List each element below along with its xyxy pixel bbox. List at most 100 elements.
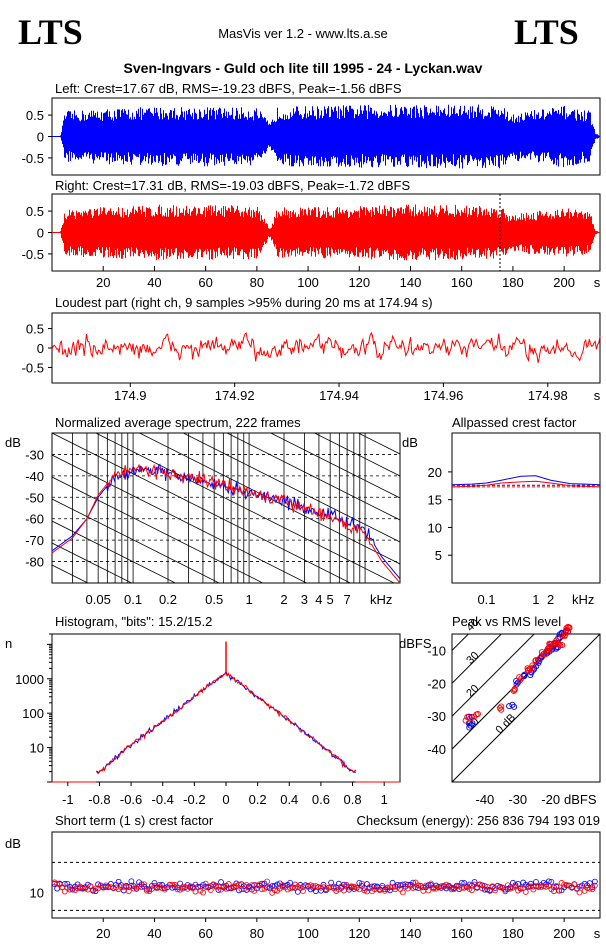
stcrest-point-right (230, 883, 237, 890)
stcrest-point-right (348, 883, 355, 890)
left-ytick-label: -0.5 (22, 151, 44, 166)
stcrest-point-left (479, 882, 486, 889)
peakrms-point-right (467, 715, 474, 722)
peakrms-point-right (464, 714, 471, 721)
stcrest-point-right (497, 884, 504, 891)
crest-xtick-label: 2 (547, 592, 554, 607)
right-ytick-label: 0.5 (26, 204, 44, 219)
histogram-xtick-label: -0.2 (183, 792, 205, 807)
peakrms-point-right (564, 623, 571, 630)
peakrms-diagonals (452, 634, 600, 782)
histogram-series-left (96, 670, 357, 775)
spectrum-slope (138, 433, 400, 565)
stcrest-point-right (586, 885, 593, 892)
spectrum-slope (269, 433, 400, 499)
stcrest-point-right (207, 887, 214, 893)
peakrms-ytick-label: -10 (427, 643, 446, 658)
histogram-series-right (95, 672, 357, 774)
right-xtick-label: 80 (250, 275, 264, 290)
stcrest-point-right (563, 882, 570, 888)
peakrms-point-left (521, 671, 528, 678)
stcrest-point-right (338, 883, 345, 890)
stcrest-point-right (525, 884, 532, 891)
crest-xtick-label: 0.1 (477, 592, 495, 607)
stcrest-point-right (61, 888, 68, 895)
peakrms-point-right (563, 625, 570, 632)
peakrms-xtick-label: -20 (541, 792, 560, 807)
spectrum-slope (52, 542, 133, 583)
peakrms-point-left (513, 677, 520, 684)
spectrum-slope (52, 498, 220, 583)
spectrum-slope (52, 476, 264, 583)
crest-ytick-label: 20 (428, 465, 442, 480)
histogram-xtick-label: -0.6 (120, 792, 142, 807)
histogram-xtick-label: 0.4 (280, 792, 298, 807)
stcrest-point-right (169, 881, 176, 888)
spectrum-title: Normalized average spectrum, 222 frames (55, 415, 301, 430)
spectrum-ytick-label: -60 (25, 512, 44, 527)
histogram-xtick-label: -1 (62, 792, 74, 807)
loudest-xtick-unit: s (594, 388, 601, 403)
peakrms-point-right (526, 665, 534, 672)
peakrms-point-right (518, 675, 525, 682)
histogram-ytick-label: 100 (22, 706, 44, 721)
stcrest-point-right (212, 883, 219, 890)
peakrms-point-right (532, 657, 539, 664)
loudest-ytick-label: 0.5 (26, 322, 44, 337)
peakrms-point-right (559, 632, 566, 639)
stcrest-xtick-label: 80 (250, 926, 264, 941)
spectrum-xtick-label: 0.2 (159, 592, 177, 607)
spectrum-slope (52, 609, 400, 784)
stcrest-point-right (481, 883, 488, 889)
histogram-xtick-label: -0.8 (88, 792, 110, 807)
peakrms-point-right (511, 686, 518, 693)
spectrum-xtick-label: 3 (301, 592, 308, 607)
stcrest-point-right (261, 885, 268, 892)
spectrum-slope (226, 433, 400, 521)
stcrest-point-right (179, 884, 186, 890)
peakrms-point-right (561, 632, 568, 640)
peakrms-point-right (538, 649, 545, 656)
stcrest-point-right (507, 885, 514, 892)
stcrest-point-right (92, 885, 99, 892)
right-xtick-label: 160 (451, 275, 473, 290)
histogram-ytick-label: 1000 (15, 672, 44, 687)
stcrest-point-left (328, 879, 335, 886)
histogram-title: Histogram, "bits": 15.2/15.2 (55, 614, 212, 629)
stcrest-point-right (225, 881, 232, 887)
stcrest-point-right (200, 889, 206, 896)
stcrest-point-right (287, 885, 294, 891)
peakrms-diagonal (452, 634, 535, 717)
stcrest-point-right (422, 882, 429, 889)
stcrest-point-right (448, 886, 455, 893)
stcrest-point-right (576, 889, 583, 896)
right-xtick-label: 180 (502, 275, 524, 290)
stcrest-point-right (502, 888, 509, 895)
stcrest-point-right (556, 887, 562, 894)
right-xtick-label: 200 (553, 275, 575, 290)
stcrest-point-right (253, 882, 260, 889)
peakrms-point-right (559, 642, 566, 649)
stcrest-point-left (471, 879, 478, 885)
stcrest-point-right (420, 888, 427, 894)
stcrest-xtick-label: 120 (348, 926, 370, 941)
peakrms-ylabel: dBFS (399, 636, 432, 651)
stcrest-ylabel: dB (5, 836, 21, 851)
peakrms-diagonal (452, 634, 600, 782)
stcrest-point-right (125, 888, 132, 895)
histogram-xtick-label: 0.6 (312, 792, 330, 807)
stcrest-point-left (269, 883, 276, 889)
stcrest-point-left (533, 878, 539, 885)
stcrest-point-left (586, 880, 593, 887)
peakrms-point-right (498, 703, 505, 710)
stcrest-point-right (236, 881, 242, 888)
peakrms-ytick-label: -40 (427, 742, 446, 757)
spectrum-ylabel: dB (5, 435, 21, 450)
stcrest-point-right (174, 886, 181, 893)
peakrms-ytick-label: -20 (427, 676, 446, 691)
peakrms-point-right (498, 706, 505, 713)
left-title: Left: Crest=17.67 dB, RMS=-19.23 dBFS, P… (55, 81, 402, 96)
loudest-ytick-label: 0 (37, 341, 44, 356)
peakrms-diagonal-label: 30 (464, 650, 481, 667)
